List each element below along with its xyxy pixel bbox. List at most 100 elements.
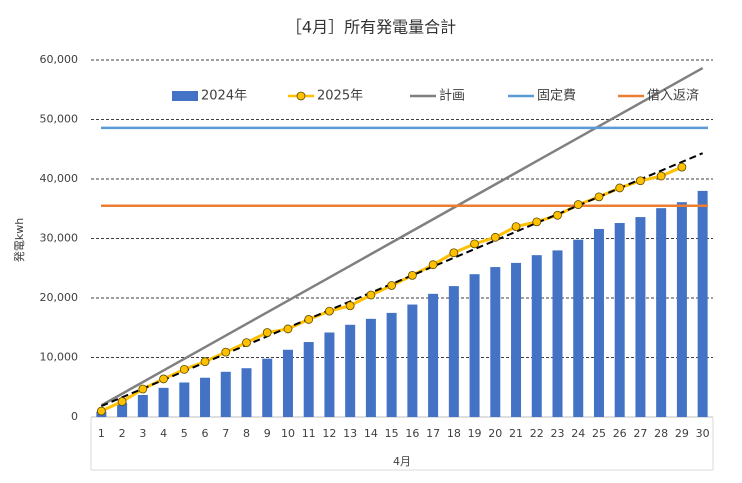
marker (594, 192, 604, 202)
x-tick-label: 8 (243, 427, 250, 440)
bar (407, 304, 418, 417)
marker (656, 171, 666, 181)
marker (511, 222, 521, 232)
marker (159, 374, 168, 384)
marker (428, 260, 438, 270)
y-tick-label: 10,000 (40, 351, 79, 364)
x-tick-label: 5 (181, 427, 188, 440)
marker (677, 162, 687, 172)
bar (241, 368, 252, 417)
y-tick-label: 30,000 (40, 232, 79, 245)
x-tick-label: 18 (447, 427, 461, 440)
x-tick-label: 1 (98, 427, 105, 440)
x-tick-label: 11 (302, 427, 316, 440)
marker (262, 328, 272, 337)
bar (428, 293, 439, 417)
marker (283, 324, 293, 334)
marker (345, 301, 355, 311)
marker (573, 200, 583, 209)
x-tick-label: 14 (364, 427, 378, 440)
legend-swatch (172, 91, 198, 101)
x-tick-label: 9 (264, 427, 271, 440)
chart-title: ［4月］所有発電量合計 (286, 18, 456, 37)
marker (221, 347, 231, 357)
bar (511, 262, 522, 417)
x-tick-label: 30 (696, 427, 710, 440)
x-tick-label: 26 (613, 427, 627, 440)
x-tick-label: 2 (119, 427, 126, 440)
bar (345, 324, 356, 417)
y-tick-label: 40,000 (40, 172, 79, 185)
x-tick-label: 4 (160, 427, 167, 440)
x-tick-label: 20 (488, 427, 502, 440)
x-axis-title: 4月 (393, 455, 411, 468)
legend-marker (296, 91, 306, 101)
x-tick-label: 23 (551, 427, 565, 440)
legend-label: 計画 (439, 88, 465, 104)
marker (117, 397, 127, 406)
marker (325, 306, 334, 316)
bar (262, 358, 273, 417)
marker (407, 270, 417, 280)
marker (490, 232, 500, 242)
x-tick-label: 21 (509, 427, 523, 440)
x-tick-label: 12 (322, 427, 336, 440)
bar (552, 250, 563, 417)
bar (179, 382, 190, 417)
legend-label: 固定費 (537, 89, 576, 104)
bar (200, 377, 211, 417)
marker (615, 183, 625, 193)
marker (532, 217, 542, 227)
y-tick-label: 60,000 (40, 53, 79, 66)
bar (365, 318, 376, 417)
bar (324, 332, 335, 417)
x-tick-label: 6 (202, 427, 209, 440)
x-tick-label: 17 (426, 427, 440, 440)
x-tick-label: 15 (385, 427, 399, 440)
x-tick-label: 10 (281, 427, 295, 440)
bar (282, 349, 293, 417)
bar (117, 402, 128, 417)
x-tick-label: 27 (633, 427, 647, 440)
marker (449, 248, 459, 258)
marker (179, 364, 189, 374)
bar (469, 274, 480, 417)
marker (242, 338, 251, 348)
marker (304, 315, 314, 324)
bar (676, 202, 687, 417)
x-tick-label: 16 (405, 427, 419, 440)
bar (490, 267, 501, 417)
line (100, 66, 704, 407)
marker (200, 357, 210, 367)
bar (158, 387, 169, 417)
x-tick-label: 13 (343, 427, 357, 440)
bar (386, 312, 397, 417)
marker (138, 384, 148, 394)
x-tick-label: 25 (592, 427, 606, 440)
marker (470, 239, 479, 249)
marker (387, 281, 397, 290)
legend-label: 2024年 (201, 89, 247, 104)
marker (553, 210, 562, 220)
legend-label: 借入返済 (647, 88, 699, 104)
x-tick-label: 29 (675, 427, 689, 440)
y-tick-label: 50,000 (40, 113, 79, 126)
bar (531, 255, 542, 417)
bar (614, 223, 625, 417)
bar (593, 228, 604, 417)
y-axis-title: 発電kwh (12, 218, 26, 262)
y-tick-label: 0 (71, 410, 78, 423)
x-tick-label: 24 (571, 427, 585, 440)
x-tick-label: 28 (654, 427, 668, 440)
legend-label: 2025年 (317, 89, 363, 104)
bar (697, 190, 708, 417)
bar (220, 371, 231, 417)
marker (96, 406, 106, 416)
x-tick-label: 7 (222, 427, 229, 440)
x-tick-label: 19 (468, 427, 482, 440)
bar (656, 208, 667, 417)
bar (137, 394, 148, 417)
marker (636, 176, 645, 186)
x-tick-label: 3 (139, 427, 146, 440)
